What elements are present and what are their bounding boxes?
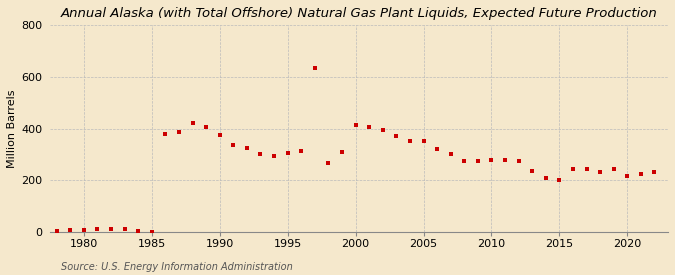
Point	[255, 152, 266, 156]
Point	[228, 143, 239, 148]
Point	[554, 178, 565, 182]
Point	[309, 66, 320, 70]
Point	[364, 125, 375, 130]
Point	[337, 150, 348, 154]
Point	[105, 227, 116, 232]
Y-axis label: Million Barrels: Million Barrels	[7, 89, 17, 168]
Point	[595, 170, 605, 175]
Point	[133, 228, 144, 233]
Point	[187, 121, 198, 126]
Point	[418, 139, 429, 144]
Title: Annual Alaska (with Total Offshore) Natural Gas Plant Liquids, Expected Future P: Annual Alaska (with Total Offshore) Natu…	[61, 7, 657, 20]
Point	[622, 174, 632, 178]
Point	[581, 166, 592, 171]
Point	[541, 175, 551, 180]
Text: Source: U.S. Energy Information Administration: Source: U.S. Energy Information Administ…	[61, 262, 292, 272]
Point	[78, 228, 89, 232]
Point	[446, 152, 456, 156]
Point	[242, 146, 252, 150]
Point	[323, 161, 334, 166]
Point	[513, 159, 524, 163]
Point	[432, 147, 443, 152]
Point	[635, 172, 646, 176]
Point	[65, 228, 76, 232]
Point	[296, 148, 306, 153]
Point	[377, 128, 388, 132]
Point	[486, 157, 497, 162]
Point	[391, 134, 402, 139]
Point	[568, 166, 578, 171]
Point	[92, 227, 103, 232]
Point	[350, 122, 361, 127]
Point	[526, 169, 537, 173]
Point	[472, 159, 483, 163]
Point	[459, 159, 470, 163]
Point	[146, 230, 157, 235]
Point	[119, 227, 130, 232]
Point	[160, 131, 171, 136]
Point	[200, 125, 211, 130]
Point	[500, 157, 510, 162]
Point	[282, 151, 293, 155]
Point	[214, 133, 225, 137]
Point	[649, 170, 660, 175]
Point	[269, 153, 279, 158]
Point	[404, 139, 415, 144]
Point	[173, 130, 184, 135]
Point	[608, 166, 619, 171]
Point	[51, 228, 62, 233]
